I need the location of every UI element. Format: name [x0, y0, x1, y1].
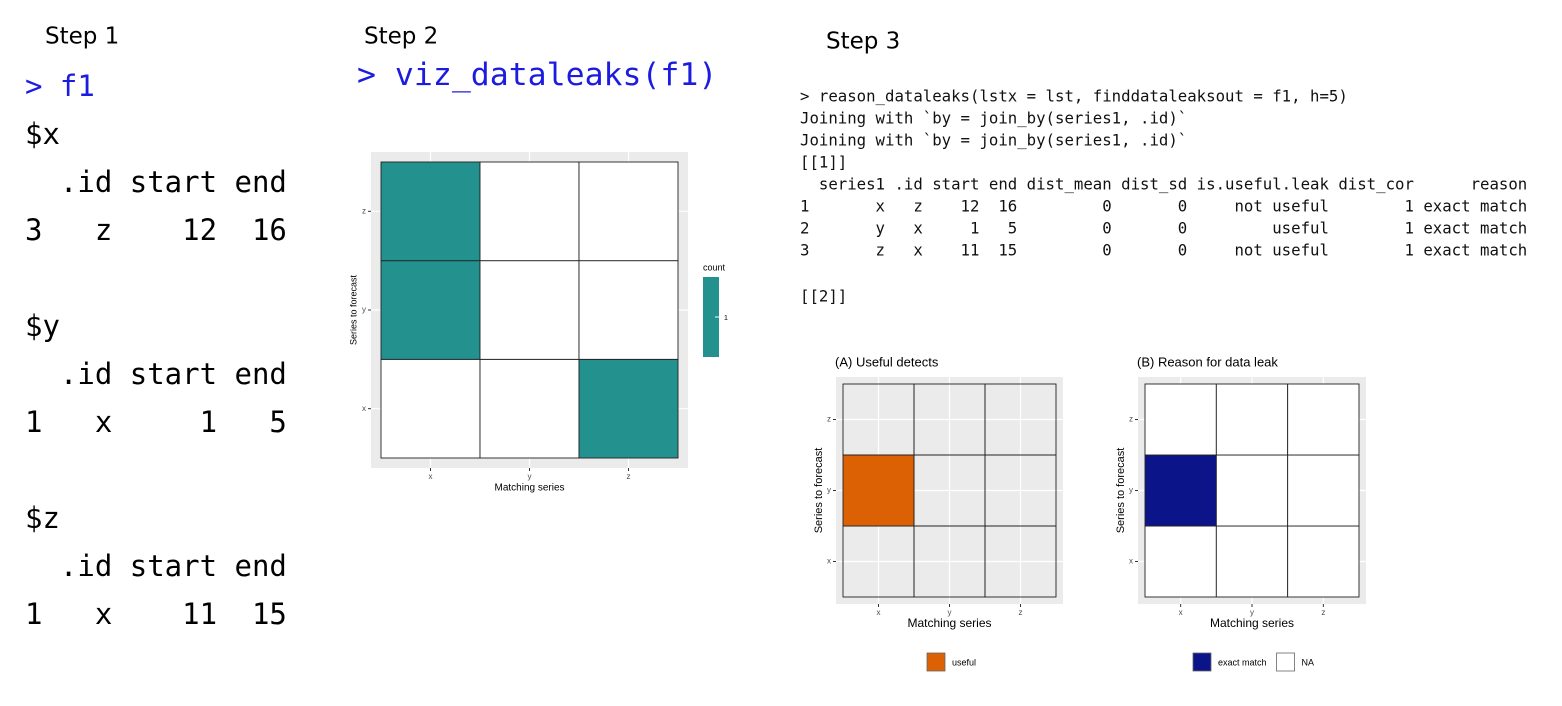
- legend-label: NA: [1302, 657, 1315, 667]
- legend-swatch: [1192, 652, 1212, 672]
- console-line: 1 x 11 15: [25, 597, 287, 631]
- x-tick-label: x: [877, 608, 881, 617]
- console-line: 1 x z 12 16 0 0 not useful 1 exact match: [800, 197, 1527, 216]
- step-label: Step 3: [826, 29, 900, 55]
- heatmap-cell: [1144, 454, 1217, 527]
- console-command: > f1: [25, 69, 95, 103]
- y-tick-label: z: [362, 206, 366, 215]
- y-tick-label: x: [827, 557, 831, 566]
- colorbar: [703, 277, 719, 357]
- y-tick-label: x: [1129, 557, 1133, 566]
- console-line: 1 x 1 5: [25, 405, 287, 439]
- y-axis-title: Series to forecast: [348, 274, 358, 345]
- y-axis-title: Series to forecast: [813, 448, 825, 534]
- y-tick-label: z: [827, 415, 831, 424]
- x-tick-label: x: [1179, 608, 1183, 617]
- console-line: .id start end: [25, 549, 287, 583]
- console-line: Joining with `by = join_by(series1, .id)…: [800, 131, 1187, 150]
- legend-title: count: [703, 262, 726, 272]
- y-axis-title: Series to forecast: [1115, 448, 1127, 534]
- console-command: > viz_dataleaks(f1): [357, 57, 717, 93]
- console-command: > reason_dataleaks(lstx = lst, finddatal…: [800, 87, 1348, 106]
- heatmap-cell: [578, 161, 679, 262]
- heatmap-cell: [1215, 383, 1289, 456]
- step-label: Step 1: [45, 24, 119, 50]
- heatmap-cell: [1144, 383, 1217, 456]
- x-tick-label: z: [627, 472, 631, 481]
- x-tick-label: x: [429, 472, 433, 481]
- heatmap-cell: [380, 161, 481, 262]
- heatmap-cell: [1215, 525, 1289, 598]
- heatmap-cell: [1287, 454, 1360, 527]
- y-tick-label: y: [827, 486, 831, 495]
- heatmap-cell: [1144, 525, 1217, 598]
- console-line: [[2]]: [800, 287, 847, 306]
- heatmap-cell: [842, 454, 915, 527]
- console-line: Joining with `by = join_by(series1, .id)…: [800, 109, 1187, 128]
- x-axis-title: Matching series: [1210, 616, 1294, 630]
- legend-swatch: [1276, 652, 1295, 672]
- chart-title: (A) Useful detects: [835, 354, 939, 369]
- console-line: .id start end: [25, 165, 287, 199]
- console-line: $y: [25, 309, 60, 343]
- console-line: 3 z 12 16: [25, 213, 287, 247]
- y-tick-label: x: [362, 404, 366, 413]
- console-line: series1 .id start end dist_mean dist_sd …: [800, 175, 1527, 194]
- chart-title: (B) Reason for data leak: [1137, 354, 1278, 369]
- x-tick-label: z: [1321, 608, 1325, 617]
- x-axis-title: Matching series: [907, 616, 991, 630]
- legend-swatch: [926, 652, 946, 672]
- console-line: 3 z x 11 15 0 0 not useful 1 exact match: [800, 241, 1527, 260]
- console-line: [[1]]: [800, 153, 847, 172]
- heatmap-cell: [1287, 525, 1360, 598]
- console-line: 2 y x 1 5 0 0 useful 1 exact match: [800, 219, 1527, 238]
- x-tick-label: z: [1019, 608, 1023, 617]
- console-line: $z: [25, 501, 60, 535]
- x-tick-label: y: [528, 472, 532, 481]
- legend-label: useful: [952, 657, 976, 667]
- heatmap-cell: [380, 358, 481, 459]
- y-tick-label: y: [1129, 486, 1133, 495]
- heatmap-cell: [984, 383, 1057, 456]
- heatmap-cell: [479, 358, 580, 459]
- heatmap-cell: [1287, 383, 1360, 456]
- heatmap-cell: [479, 260, 580, 360]
- y-tick-label: z: [1129, 415, 1133, 424]
- heatmap-cell: [1215, 454, 1289, 527]
- console-line: $x: [25, 117, 60, 151]
- step-label: Step 2: [364, 24, 438, 50]
- x-tick-label: y: [1250, 608, 1254, 617]
- x-tick-label: y: [948, 608, 952, 617]
- console-line: .id start end: [25, 357, 287, 391]
- heatmap-cell: [578, 358, 679, 459]
- heatmap-cell: [479, 161, 580, 262]
- legend-label: exact match: [1218, 657, 1267, 667]
- heatmap-cell: [578, 260, 679, 360]
- x-axis-title: Matching series: [494, 483, 564, 494]
- y-tick-label: y: [362, 305, 366, 314]
- legend-tick-label: 1: [724, 315, 728, 322]
- heatmap-cell: [380, 260, 481, 360]
